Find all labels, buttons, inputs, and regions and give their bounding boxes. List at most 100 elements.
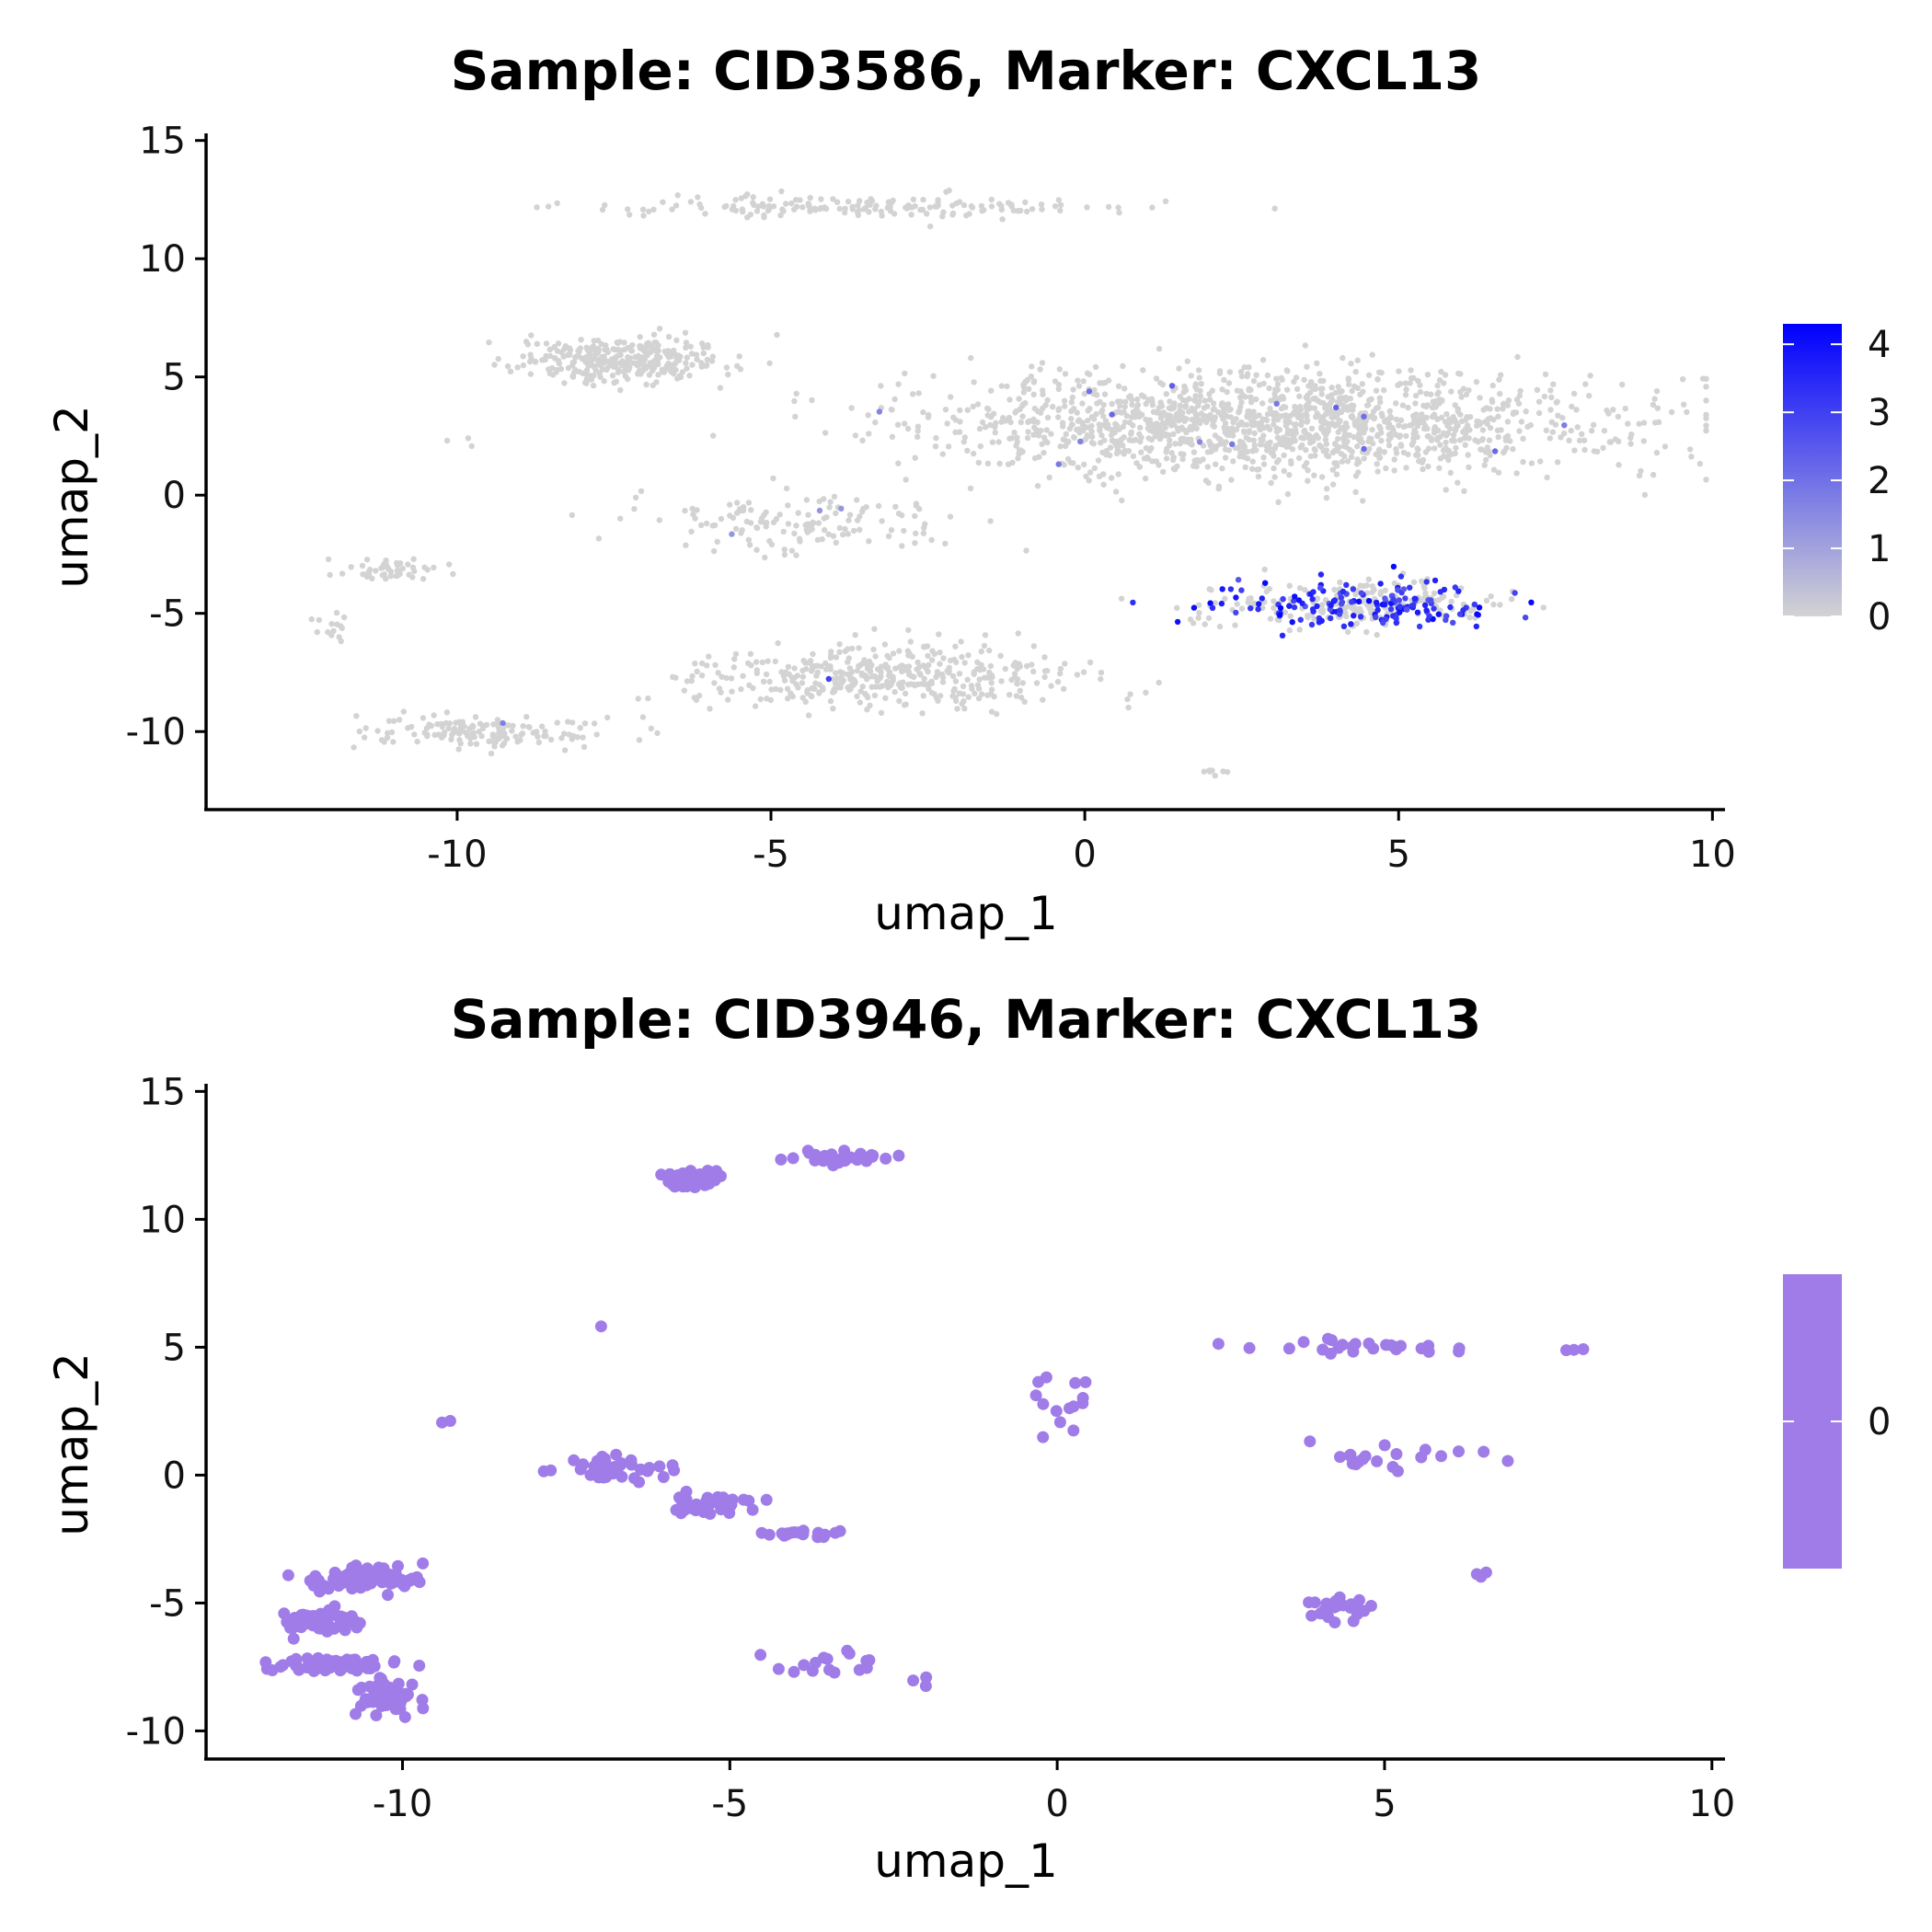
scatter-point [1342, 609, 1349, 616]
scatter-point [1034, 482, 1041, 489]
scatter-point [748, 507, 754, 513]
scatter-point [1490, 466, 1498, 473]
scatter-point [867, 702, 873, 708]
scatter-point [1407, 584, 1413, 591]
scatter-point [1329, 420, 1336, 427]
scatter-point [1015, 455, 1021, 462]
y-tick-label: 5 [163, 357, 186, 399]
scatter-point [1212, 1338, 1225, 1351]
scatter-point [907, 1674, 920, 1687]
x-tick-label: 0 [1073, 834, 1096, 876]
scatter-point [1249, 458, 1256, 465]
colorbar-tick-label: 4 [1868, 324, 1891, 366]
scatter-point [1250, 437, 1258, 443]
scatter-point [1042, 402, 1049, 408]
scatter-point [657, 1471, 670, 1483]
scatter-point [1196, 398, 1202, 405]
scatter-point [816, 507, 823, 514]
scatter-point [1300, 435, 1307, 442]
scatter-point [1109, 411, 1115, 418]
scatter-point [1234, 601, 1240, 607]
y-tick-label: 0 [163, 1455, 186, 1497]
scatter-point [1014, 439, 1020, 445]
scatter-point [960, 683, 967, 690]
scatter-point [1352, 473, 1360, 479]
scatter-point [1011, 430, 1018, 436]
scatter-point [1239, 449, 1247, 455]
x-tick-label: -5 [753, 834, 789, 876]
scatter-point [923, 664, 929, 672]
scatter-point [1215, 483, 1223, 489]
scatter-point [1455, 479, 1461, 486]
scatter-point [325, 556, 332, 563]
scatter-point [1122, 398, 1129, 405]
scatter-point [877, 684, 883, 690]
scatter-point [910, 391, 916, 397]
scatter-point [1112, 426, 1119, 432]
scatter-point [805, 521, 811, 527]
scatter-point [565, 364, 572, 372]
scatter-point [389, 1703, 402, 1716]
scatter-point [972, 690, 978, 696]
scatter-point [1229, 441, 1236, 447]
scatter-point [523, 714, 530, 720]
scatter-point [1369, 440, 1376, 447]
scatter-point [1208, 443, 1214, 450]
y-tick-label: 10 [139, 1199, 186, 1241]
scatter-point [1275, 499, 1282, 505]
scatter-point [699, 660, 706, 667]
scatter-point [551, 343, 558, 351]
scatter-point [1501, 1455, 1514, 1467]
scatter-point [1410, 602, 1417, 608]
scatter-point [960, 698, 967, 705]
scatter-point [1328, 414, 1335, 420]
scatter-point [387, 1656, 400, 1669]
scatter-point [752, 703, 759, 709]
scatter-point [1354, 456, 1361, 463]
scatter-point [1655, 419, 1662, 425]
scatter-point [682, 329, 689, 336]
scatter-point [1425, 463, 1432, 470]
scatter-point [1498, 372, 1504, 378]
scatter-point [945, 443, 952, 450]
scatter-point [767, 696, 774, 704]
scatter-point [1305, 467, 1311, 474]
scatter-point [1271, 205, 1278, 212]
scatter-point [958, 638, 964, 645]
scatter-point [1466, 615, 1473, 621]
scatter-point [1385, 1339, 1397, 1351]
scatter-point [577, 1458, 590, 1471]
scatter-point [1432, 445, 1438, 452]
scatter-point [1268, 479, 1274, 487]
scatter-point [1277, 612, 1283, 618]
scatter-point [965, 652, 972, 659]
scatter-point [850, 527, 857, 535]
scatter-point [1044, 414, 1052, 421]
scatter-point [1093, 392, 1100, 398]
scatter-point [592, 1471, 605, 1484]
scatter-point [1588, 428, 1595, 434]
scatter-point [668, 353, 674, 360]
scatter-point [859, 437, 866, 443]
scatter-point [1335, 429, 1341, 435]
scatter-point [882, 695, 889, 701]
scatter-point [762, 554, 768, 561]
scatter-point [1410, 374, 1417, 382]
scatter-point [1273, 400, 1280, 407]
scatter-point [1518, 419, 1525, 425]
scatter-point [1452, 584, 1459, 591]
scatter-point [1046, 474, 1052, 481]
scatter-point [1202, 477, 1210, 484]
scatter-point [785, 502, 791, 509]
scatter-point [1227, 406, 1234, 413]
scatter-point [1523, 408, 1529, 415]
scatter-point [1088, 422, 1095, 430]
scatter-point [1195, 615, 1202, 621]
scatter-point [1513, 470, 1520, 477]
scatter-point [1367, 1342, 1380, 1355]
scatter-point [1105, 203, 1112, 211]
scatter-point [732, 650, 740, 658]
scatter-point [560, 353, 567, 360]
scatter-point [821, 1652, 834, 1665]
scatter-point [914, 423, 922, 430]
